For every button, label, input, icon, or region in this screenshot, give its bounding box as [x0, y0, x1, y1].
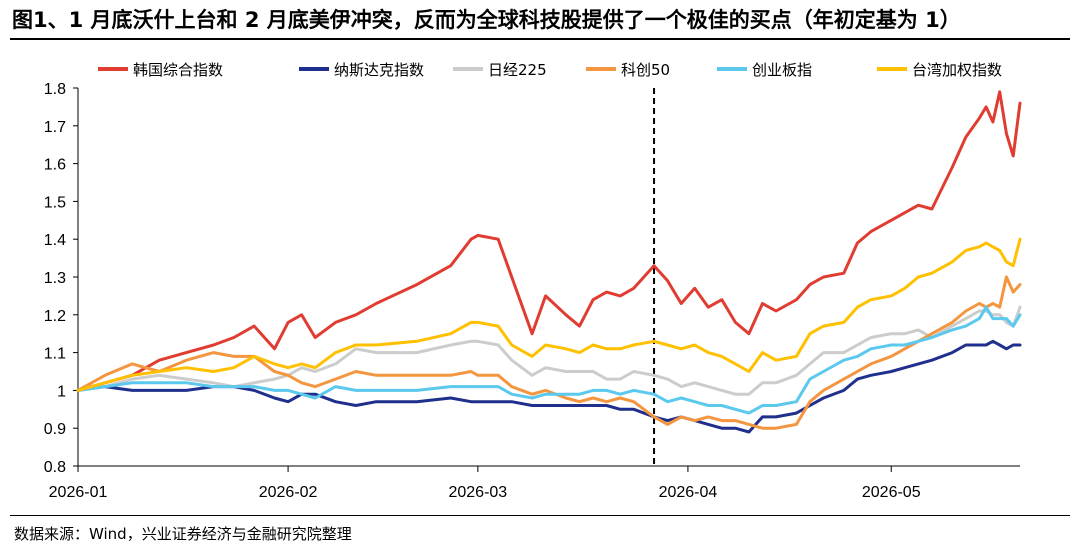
- series-line-3: [76, 275, 1022, 430]
- y-tick-label: 0.8: [44, 459, 66, 476]
- series-line-1: [76, 339, 1022, 434]
- chart-title: 图1、1 月底沃什上台和 2 月底美伊冲突，反而为全球科技股提供了一个极佳的买点…: [12, 8, 961, 32]
- series-line-2: [76, 305, 1022, 396]
- y-tick-label: 1: [57, 383, 66, 400]
- axes: 0.8 0.9 1 1.1 1.2 1.3 1.4 1.5 1.6 1.7 1.8 2026-01 20…: [44, 81, 1020, 501]
- y-tick-label: 1.4: [44, 232, 66, 249]
- legend-label-0: 韩国综合指数: [133, 61, 223, 79]
- y-tick-label: 1.3: [44, 270, 66, 287]
- y-tick-label: 1.1: [44, 346, 66, 363]
- y-tick-label: 1.6: [44, 157, 66, 174]
- footer-rule: [10, 515, 1070, 516]
- source-note: 数据来源：Wind，兴业证券经济与金融研究院整理: [14, 525, 352, 543]
- y-tick-label: 0.9: [44, 421, 66, 438]
- y-tick-label: 1.7: [44, 119, 66, 136]
- y-tick-label: 1.8: [44, 81, 66, 98]
- legend-label-1: 纳斯达克指数: [334, 61, 424, 79]
- legend-label-2: 日经225: [488, 61, 547, 79]
- legend-label-5: 台湾加权指数: [912, 61, 1002, 79]
- y-tick-label: 1.5: [44, 194, 66, 211]
- series-line-5: [76, 237, 1022, 392]
- x-tick-label: 2026-05: [862, 484, 921, 501]
- x-tick-label: 2026-02: [259, 484, 318, 501]
- legend: 韩国综合指数 纳斯达克指数 日经225 科创50 创业板指 台湾加权指数: [98, 61, 1002, 79]
- x-tick-label: 2026-03: [448, 484, 507, 501]
- series-line-4: [76, 305, 1022, 415]
- title-underline: [10, 38, 1070, 40]
- series-group: [76, 90, 1022, 434]
- series-line-0: [76, 90, 1022, 392]
- y-tick-label: 1.2: [44, 308, 66, 325]
- legend-label-4: 创业板指: [752, 61, 812, 79]
- x-tick-label: 2026-01: [49, 484, 108, 501]
- x-tick-label: 2026-04: [659, 484, 718, 501]
- legend-label-3: 科创50: [621, 61, 670, 79]
